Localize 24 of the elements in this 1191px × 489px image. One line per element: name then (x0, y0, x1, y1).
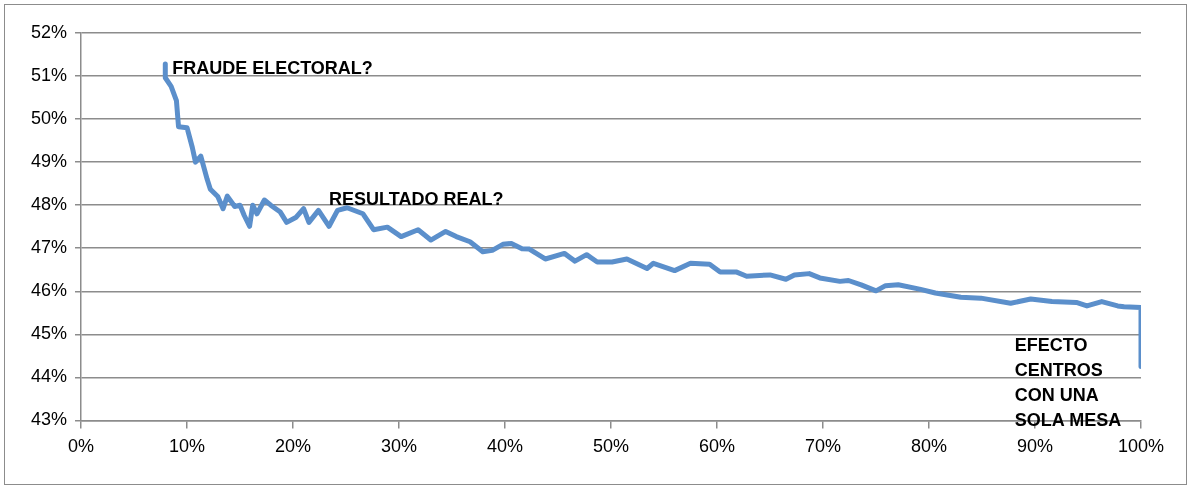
x-tick-label: 90% (1016, 436, 1054, 457)
y-tick-label: 49% (31, 151, 68, 172)
x-tick-label: 0% (68, 436, 95, 457)
y-tick-label: 52% (31, 21, 68, 42)
x-tick-label: 80% (910, 436, 948, 457)
x-tick-label: 50% (593, 436, 630, 457)
x-tick-label: 20% (275, 436, 312, 457)
y-tick-label: 48% (31, 194, 68, 215)
y-tick-label: 51% (31, 65, 68, 86)
y-tick-label: 47% (31, 237, 68, 258)
x-tick-label: 70% (804, 436, 842, 457)
x-tick-label: 10% (169, 436, 206, 457)
y-tick-label: 45% (31, 323, 68, 344)
x-tick-label: 100% (1117, 436, 1165, 457)
y-tick-label: 46% (31, 280, 68, 301)
x-tick-label: 30% (381, 436, 418, 457)
y-tick-label: 44% (31, 366, 68, 387)
annotation: EFECTO CENTROS CON UNA SOLA MESA (1014, 335, 1122, 431)
y-tick-label: 50% (31, 108, 68, 129)
y-tick-label: 43% (31, 409, 68, 430)
annotation: FRAUDE ELECTORAL? (172, 57, 373, 78)
x-tick-label: 40% (487, 436, 524, 457)
annotation: RESULTADO REAL? (329, 189, 504, 210)
x-tick-label: 60% (698, 436, 736, 457)
